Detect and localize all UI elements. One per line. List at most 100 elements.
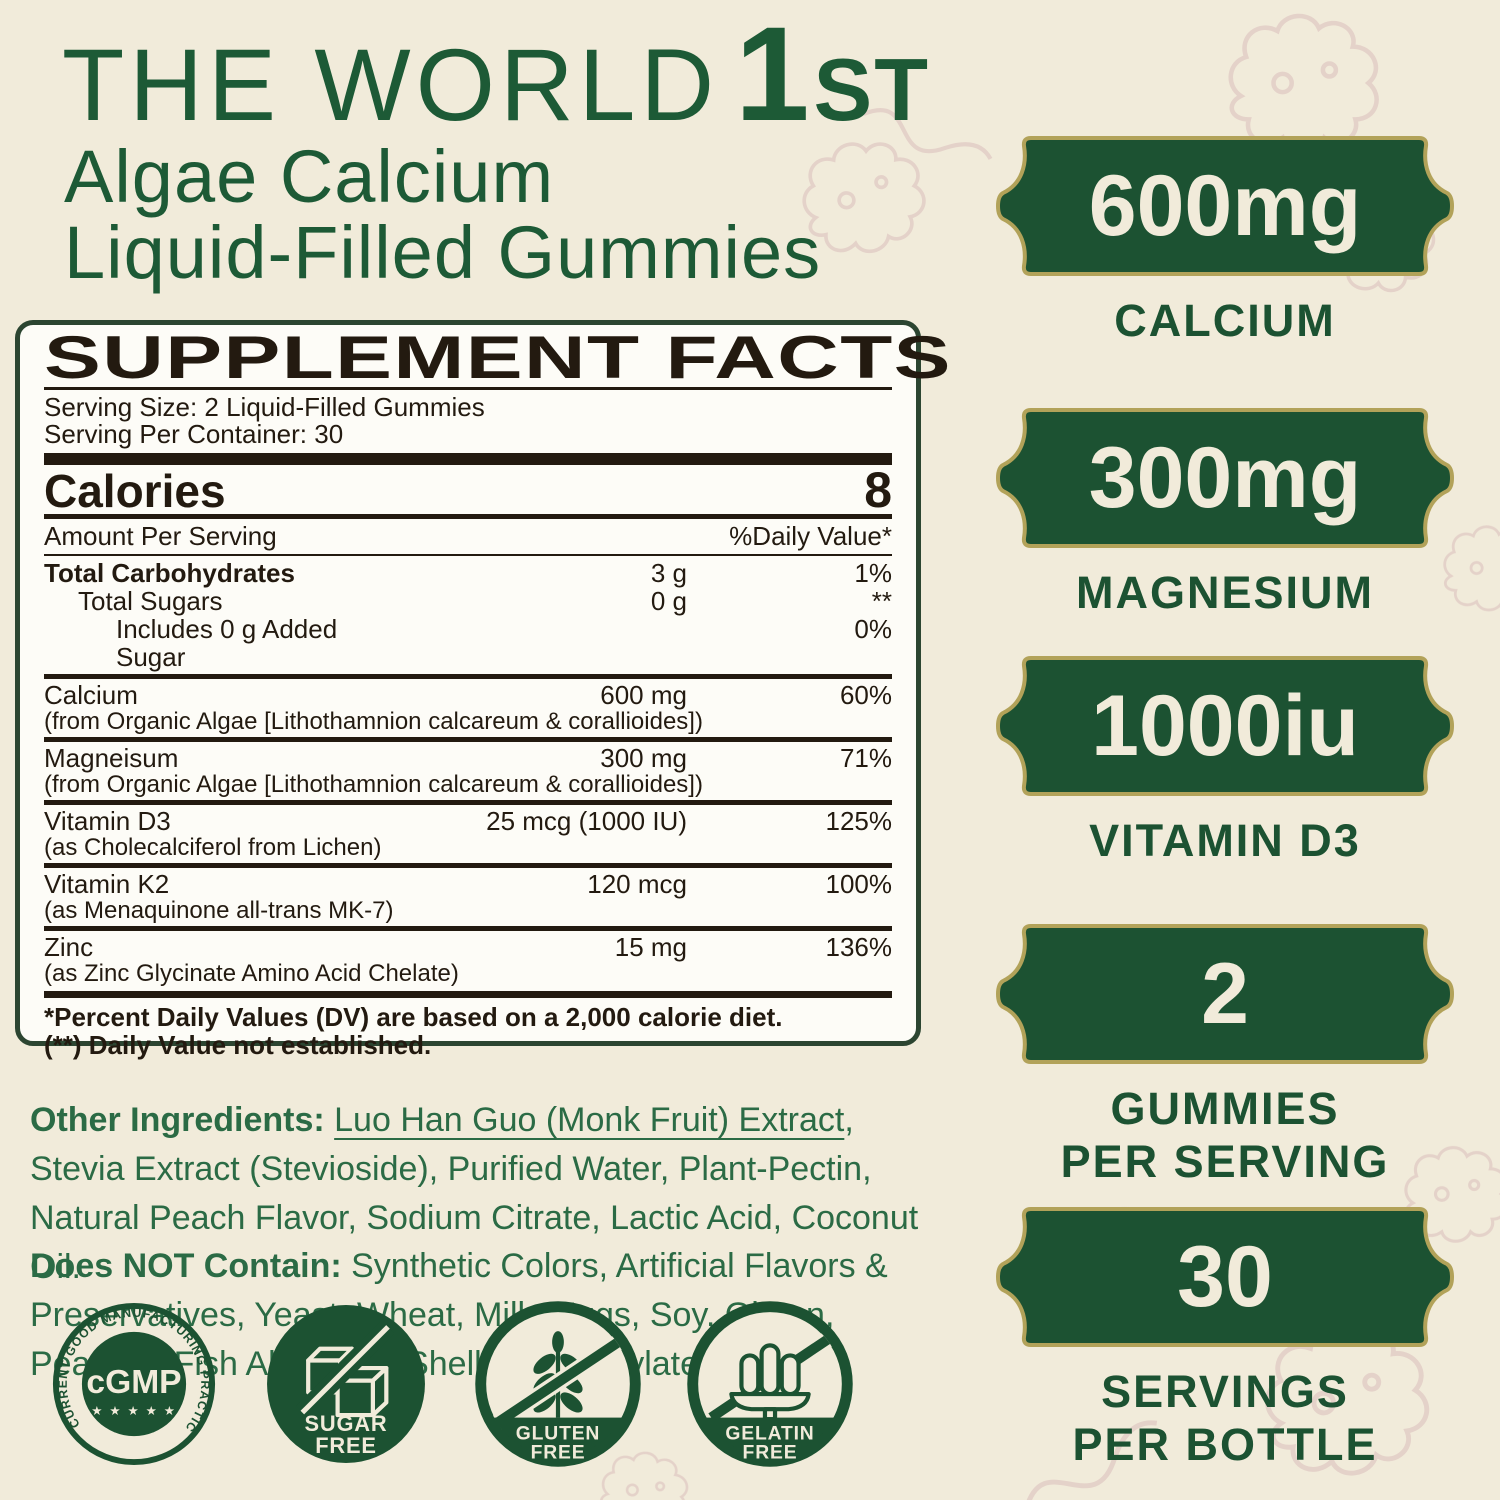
nutrient-amount: 600 mg: [600, 680, 687, 710]
gluten-free-label: GLUTEN: [516, 1423, 600, 1444]
nutrient-dv: **: [871, 586, 892, 616]
nutrient-dv: 1%: [854, 558, 892, 588]
brand-numeral: 1: [735, 0, 810, 149]
nutrient-dv: 136%: [825, 932, 893, 962]
calories-row: Calories 8: [44, 462, 892, 518]
daily-value-header: %Daily Value*: [729, 521, 892, 551]
highlight-label: VITAMIN D3: [1089, 815, 1361, 866]
highlight-gummies-per-serving: 2 GUMMIES PER SERVING: [995, 920, 1455, 1188]
highlight-value: 30: [1177, 1229, 1273, 1325]
sugar-free-label: FREE: [315, 1433, 377, 1458]
nutrient-amount: 300 mg: [600, 743, 687, 773]
plaque-icon: 1000iu: [995, 656, 1455, 796]
highlight-calcium: 600mg CALCIUM: [995, 132, 1455, 347]
nutrient-source-note: (as Cholecalciferol from Lichen): [44, 834, 382, 861]
footnote-not-established: (**) Daily Value not established.: [44, 1030, 432, 1060]
supplement-facts-title: SUPPLEMENT FACTS: [44, 324, 952, 391]
divider-section: [44, 674, 892, 679]
nutrient-name: Calcium: [44, 680, 138, 710]
highlight-label: SERVINGS PER BOTTLE: [1072, 1366, 1378, 1470]
plaque-icon: 2: [995, 924, 1455, 1064]
nutrient-amount: 15 mg: [614, 932, 687, 962]
supplement-facts-panel: SUPPLEMENT FACTS Serving Size: 2 Liquid-…: [15, 320, 951, 1059]
nutrient-name: Vitamin D3: [44, 806, 171, 836]
highlight-value: 1000iu: [1091, 678, 1359, 774]
calories-value: 8: [864, 462, 892, 518]
gluten-free-label: FREE: [531, 1443, 586, 1464]
table-row: Zinc 15 mg 136%: [44, 934, 892, 961]
plaque-icon: 600mg: [995, 136, 1455, 276]
table-row: Total Sugars 0 g **: [44, 587, 892, 615]
gelatin-free-icon: GELATIN FREE: [687, 1301, 853, 1467]
sugar-free-icon: SUGAR FREE: [267, 1305, 425, 1463]
footnote-dv: *Percent Daily Values (DV) are based on …: [44, 1002, 783, 1032]
divider-section: [44, 863, 892, 868]
nutrient-dv: 71%: [839, 743, 892, 773]
gluten-free-icon: GLUTEN FREE: [475, 1301, 641, 1467]
highlight-value: 300mg: [1089, 430, 1362, 526]
gelatin-free-label: GELATIN: [725, 1423, 814, 1444]
divider-thick: [44, 453, 892, 465]
table-row: Vitamin K2 120 mcg 100%: [44, 871, 892, 898]
nutrient-name: Vitamin K2: [44, 869, 170, 899]
table-row: Calcium 600 mg 60%: [44, 682, 892, 709]
plaque-icon: 300mg: [995, 408, 1455, 548]
nutrient-name: Zinc: [44, 932, 94, 962]
highlight-magnesium: 300mg MAGNESIUM: [995, 404, 1455, 619]
divider-section: [44, 800, 892, 805]
nutrient-name: Includes 0 g Added Sugar: [116, 614, 338, 672]
nutrient-name: Magneisum: [44, 743, 179, 773]
other-ingredients-label: Other Ingredients:: [30, 1101, 335, 1139]
cgmp-seal-icon: CURRENT GOOD MANUFACTURING PRACTICE cGMP…: [50, 1300, 216, 1466]
divider-foot: [44, 991, 892, 998]
nutrient-name: Total Carbohydrates: [44, 558, 295, 588]
certification-seals: CURRENT GOOD MANUFACTURING PRACTICE cGMP…: [50, 1300, 854, 1468]
cgmp-stars: ★ ★ ★ ★ ★: [91, 1404, 177, 1418]
divider-section: [44, 926, 892, 931]
nutrient-dv: 125%: [825, 806, 893, 836]
divider-section: [44, 737, 892, 742]
column-headers: Amount Per Serving %Daily Value*: [44, 521, 892, 551]
table-row: Vitamin D3 25 mcg (1000 IU) 125%: [44, 808, 892, 835]
sugar-free-label: SUGAR: [304, 1411, 387, 1436]
divider-medium: [44, 514, 892, 519]
highlight-label: MAGNESIUM: [1076, 567, 1374, 618]
nutrient-dv: 100%: [825, 869, 893, 899]
highlight-vitamin-d3: 1000iu VITAMIN D3: [995, 652, 1455, 867]
does-not-contain-label: Does NOT Contain:: [30, 1247, 352, 1285]
nutrient-amount: 120 mcg: [587, 869, 687, 899]
amount-per-serving-header: Amount Per Serving: [44, 521, 277, 551]
nutrient-source-note: (from Organic Algae [Lithothamnion calca…: [44, 708, 703, 735]
serving-size: Serving Size: 2 Liquid-Filled Gummies: [44, 392, 485, 422]
table-row: Includes 0 g Added Sugar 0%: [44, 615, 892, 671]
nutrient-name: Total Sugars: [78, 586, 223, 616]
nutrient-source-note: (as Menaquinone all-trans MK-7): [44, 897, 394, 924]
other-ingredients: Other Ingredients: Luo Han Guo (Monk Fru…: [30, 1096, 922, 1292]
servings-per-container: Serving Per Container: 30: [44, 419, 344, 449]
highlight-label: GUMMIES PER SERVING: [1060, 1083, 1390, 1187]
other-ingredients-underlined: Luo Han Guo (Monk Fruit) Extract: [334, 1101, 845, 1139]
cgmp-center-text: cGMP: [86, 1364, 181, 1401]
brand-title: THE WORLD 1 ST: [62, 8, 930, 142]
divider: [44, 387, 892, 390]
table-row: Magneisum 300 mg 71%: [44, 745, 892, 772]
nutrient-source-note: (as Zinc Glycinate Amino Acid Chelate): [44, 960, 459, 987]
product-name-line2: Liquid-Filled Gummies: [64, 211, 822, 294]
nutrient-amount: 3 g: [650, 558, 687, 588]
brand-ordinal: ST: [813, 40, 930, 139]
other-ingredients-rest: , Stevia Extract (Stevioside), Purified …: [30, 1101, 919, 1286]
nutrient-dv: 60%: [839, 680, 892, 710]
highlight-value: 2: [1201, 946, 1249, 1042]
highlight-label: CALCIUM: [1114, 295, 1336, 346]
product-name-line1: Algae Calcium: [64, 135, 555, 218]
gelatin-free-label: FREE: [743, 1443, 798, 1464]
highlight-servings-per-bottle: 30 SERVINGS PER BOTTLE: [995, 1203, 1455, 1471]
plaque-icon: 30: [995, 1207, 1455, 1347]
table-row: Total Carbohydrates 3 g 1%: [44, 559, 892, 587]
highlight-value: 600mg: [1089, 158, 1362, 254]
calories-label: Calories: [44, 465, 226, 517]
nutrient-source-note: (from Organic Algae [Lithothamnion calca…: [44, 771, 703, 798]
brand-prefix: THE WORLD: [62, 28, 719, 142]
nutrient-amount: 25 mcg (1000 IU): [486, 806, 687, 836]
